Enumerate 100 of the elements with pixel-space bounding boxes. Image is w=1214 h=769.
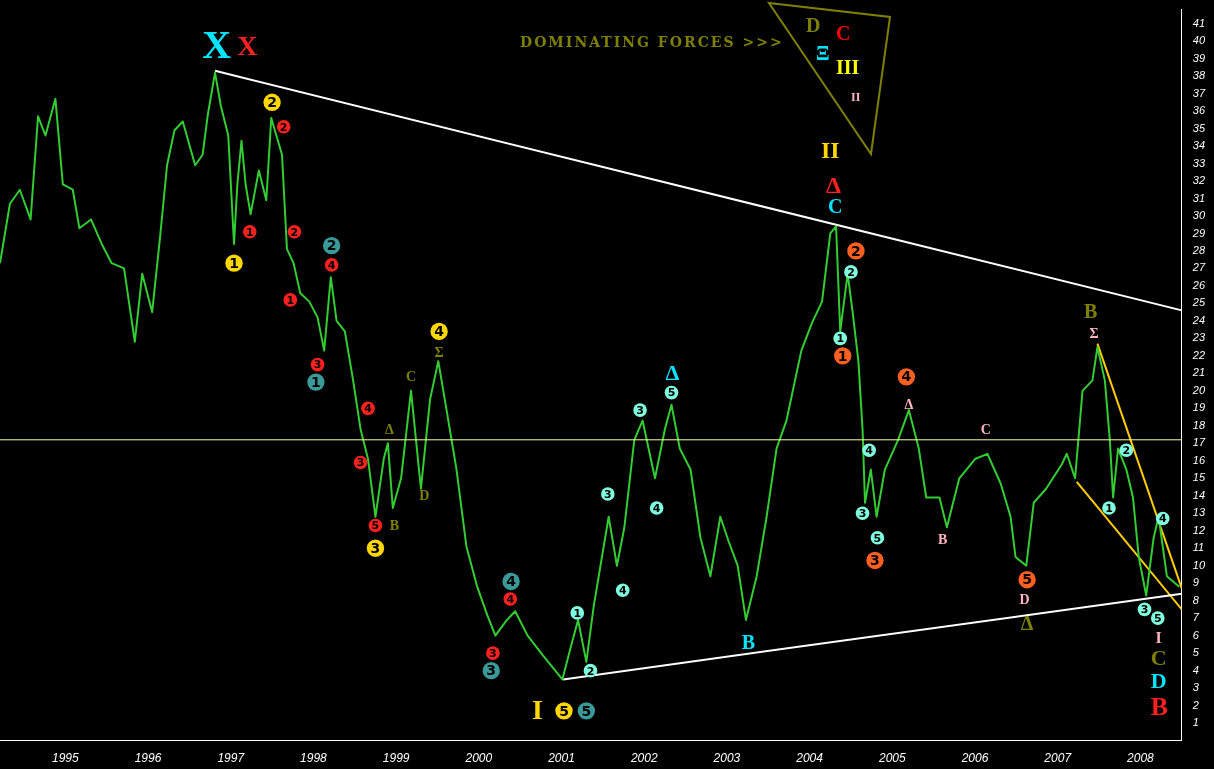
annotation: 4 [901,368,912,385]
y-tick-label: 6 [1192,628,1200,641]
y-tick-label: 41 [1192,16,1206,29]
annotation: C [836,22,851,45]
annotation: Δ [665,360,680,386]
y-tick-label: 16 [1192,453,1206,466]
annotation: 4 [364,402,373,416]
x-tick-label: 2002 [629,751,658,766]
y-tick-label: 33 [1192,156,1206,169]
annotation: B [1150,692,1169,722]
annotation: I [1155,628,1162,646]
y-tick-label: 10 [1192,558,1206,571]
annotation: 1 [229,254,239,271]
annotation: X [202,21,232,67]
annotation: C [405,369,417,385]
y-tick-label: 39 [1192,51,1206,64]
y-tick-label: 30 [1192,209,1206,222]
text: DOMINATING FORCES >>> [520,34,784,50]
annotation: 3 [1140,603,1149,617]
annotation: B [938,532,948,548]
annotation: 1 [836,332,845,346]
annotation: 2 [586,664,595,678]
annotation: D [806,14,821,37]
y-tick-label: 25 [1191,296,1206,309]
x-tick-label: 2000 [464,751,493,766]
x-tick-label: 1995 [51,751,79,766]
annotation: 4 [506,573,517,590]
annotation: Δ [1020,611,1034,634]
y-tick-label: 23 [1191,331,1206,344]
y-tick-label: 38 [1192,69,1206,82]
y-tick-label: 32 [1192,174,1206,187]
y-tick-label: 37 [1192,86,1206,99]
y-tick-label: 14 [1192,488,1206,501]
annotation: III [836,56,860,79]
annotation: 3 [486,662,497,679]
annotation: 3 [636,403,644,417]
annotation: 5 [667,386,676,400]
y-tick-label: 26 [1191,278,1206,291]
y-tick-label: 4 [1192,663,1199,676]
annotation: II [820,137,840,164]
annotation: 5 [581,702,592,719]
annotation: II [851,90,861,105]
annotation: Σ [1089,325,1099,341]
annotation: C [980,421,991,437]
annotation: 2 [267,93,277,110]
y-tick-label: 21 [1191,366,1206,379]
annotation: 3 [870,552,880,569]
annotation: 3 [313,358,322,372]
annotation: B [741,630,756,653]
annotation: 4 [1158,512,1167,526]
annotation: 1 [1105,501,1113,515]
x-tick-label: 2008 [1126,751,1155,766]
y-tick-label: 36 [1192,104,1206,117]
annotation: 2 [279,120,288,134]
annotation: 4 [506,592,515,606]
y-tick-label: 12 [1192,523,1206,536]
annotation: 5 [371,519,380,533]
annotation: 4 [327,258,336,272]
annotation: Δ [385,421,395,437]
x-tick-label: 2001 [547,751,575,766]
annotation: 1 [311,373,321,390]
annotation: I [532,694,543,726]
annotation: 3 [858,507,867,521]
y-tick-label: 11 [1192,541,1205,554]
annotation: 5 [559,702,569,719]
annotation: 2 [1122,444,1131,458]
y-tick-label: 34 [1192,139,1206,152]
annotation: 5 [1022,571,1032,588]
annotation: 1 [573,606,582,620]
y-tick-label: 18 [1192,418,1206,431]
y-tick-label: 29 [1191,226,1206,239]
annotation: Δ [904,397,914,413]
y-tick-label: 8 [1192,593,1200,606]
y-tick-label: 27 [1191,261,1206,274]
annotation: 2 [847,265,855,279]
y-tick-label: 40 [1192,34,1206,47]
x-tick-label: 2007 [1043,751,1073,766]
y-tick-label: 28 [1191,244,1206,256]
x-tick-label: 2004 [795,751,824,766]
y-tick-label: 1 [1192,716,1199,729]
annotation: 5 [1153,612,1162,626]
y-tick-label: 19 [1192,401,1206,414]
annotation: 3 [489,647,497,661]
annotation: B [1084,300,1098,323]
annotation: 4 [865,444,874,458]
y-tick-label: 31 [1192,191,1206,204]
x-tick-label: 2003 [712,751,741,766]
annotation: D [1019,591,1030,607]
y-tick-label: 15 [1192,471,1206,484]
annotation: 5 [873,531,882,545]
annotation: 3 [356,456,365,470]
y-tick-label: 22 [1191,348,1206,361]
y-tick-label: 13 [1192,506,1206,519]
y-tick-label: 20 [1191,383,1206,396]
y-tick-label: 5 [1192,646,1200,659]
x-tick-label: 1996 [134,751,162,766]
annotation: D [419,488,430,504]
annotation: 4 [434,323,445,340]
x-tick-label: 1998 [300,751,328,766]
annotation: 1 [837,347,848,364]
